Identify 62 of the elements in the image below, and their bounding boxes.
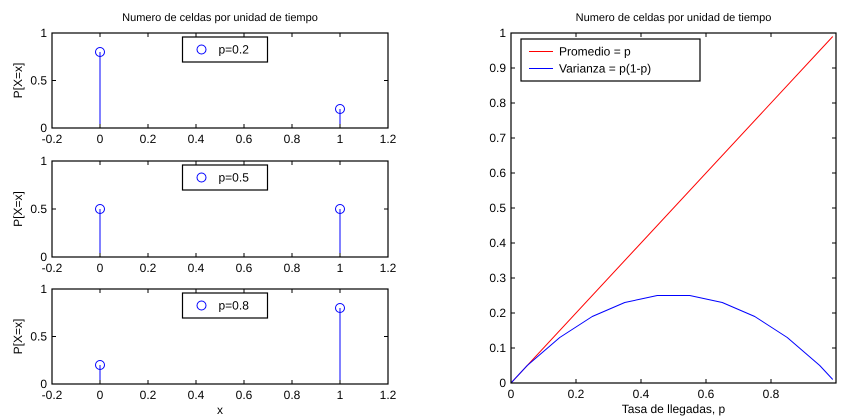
x-tick-label: -0.2	[42, 132, 63, 146]
y-tick-label: 0.5	[489, 201, 506, 215]
y-tick-label: 0.5	[30, 74, 48, 88]
y-tick-label: 0.7	[489, 131, 506, 145]
x-tick-label: 0.4	[188, 388, 205, 402]
y-tick-label: 1	[40, 26, 48, 40]
legend-label: p=0.2	[218, 42, 250, 56]
y-axis-title: P[X=x]	[11, 318, 25, 354]
y-tick-label: 0.5	[30, 330, 48, 344]
chart-title: Numero de celdas por unidad de tiempo	[576, 12, 772, 24]
x-tick-label: 0.2	[140, 261, 157, 275]
y-tick-label: 0	[40, 250, 48, 264]
x-tick-label: 0.6	[236, 261, 253, 275]
x-tick-label: 0.2	[140, 388, 157, 402]
y-tick-label: 0.1	[489, 341, 506, 355]
x-tick-label: 0.2	[568, 387, 585, 401]
x-tick-label: 1	[336, 261, 344, 275]
x-tick-label: 0	[508, 387, 515, 401]
x-tick-label: 1.2	[380, 388, 397, 402]
x-tick-label: 1	[336, 388, 344, 402]
y-tick-label: 1	[499, 26, 506, 40]
x-axis-title: x	[217, 403, 223, 417]
x-tick-label: 0.4	[188, 261, 205, 275]
x-tick-label: 0.4	[632, 387, 650, 401]
x-tick-label: 0	[96, 132, 104, 146]
y-axis-title: P[X=x]	[11, 191, 25, 227]
x-tick-label: -0.2	[42, 261, 63, 275]
x-tick-label: 0	[96, 388, 104, 402]
x-tick-label: 0.2	[140, 132, 157, 146]
legend-label: Varianza = p(1-p)	[559, 62, 652, 76]
x-tick-label: 0.6	[698, 387, 715, 401]
line-series	[510, 295, 834, 384]
x-tick-label: 0.8	[762, 387, 780, 401]
x-tick-label: 0.8	[284, 132, 301, 146]
x-tick-label: 0.8	[284, 261, 301, 275]
x-tick-label: 0.4	[188, 132, 205, 146]
y-tick-label: 0.4	[489, 236, 506, 250]
x-tick-label: 1.2	[380, 132, 397, 146]
y-tick-label: 0.9	[489, 61, 506, 75]
y-tick-label: 0	[499, 376, 506, 390]
legend-label: p=0.8	[218, 298, 250, 312]
x-tick-label: 0.6	[236, 132, 253, 146]
y-axis-title: P[X=x]	[11, 62, 25, 98]
y-tick-label: 1	[40, 282, 48, 296]
x-tick-label: 0.8	[284, 388, 301, 402]
y-tick-label: 0	[40, 121, 48, 135]
x-axis-title: Tasa de llegadas, p	[622, 402, 726, 416]
y-tick-label: 0.8	[489, 96, 506, 110]
y-tick-label: 1	[40, 154, 48, 168]
x-tick-label: 0.6	[236, 388, 253, 402]
x-tick-label: 0	[96, 261, 104, 275]
x-tick-label: -0.2	[42, 388, 63, 402]
y-tick-label: 0.3	[489, 271, 506, 285]
y-tick-label: 0.6	[489, 166, 506, 180]
x-tick-label: 1.2	[380, 261, 397, 275]
legend-label: p=0.5	[218, 170, 250, 184]
legend-label: Promedio = p	[559, 44, 632, 58]
chart-title: Numero de celdas por unidad de tiempo	[122, 12, 318, 24]
y-tick-label: 0.5	[30, 202, 48, 216]
x-tick-label: 1	[336, 132, 344, 146]
y-tick-label: 0	[40, 377, 48, 391]
y-tick-label: 0.2	[489, 306, 506, 320]
